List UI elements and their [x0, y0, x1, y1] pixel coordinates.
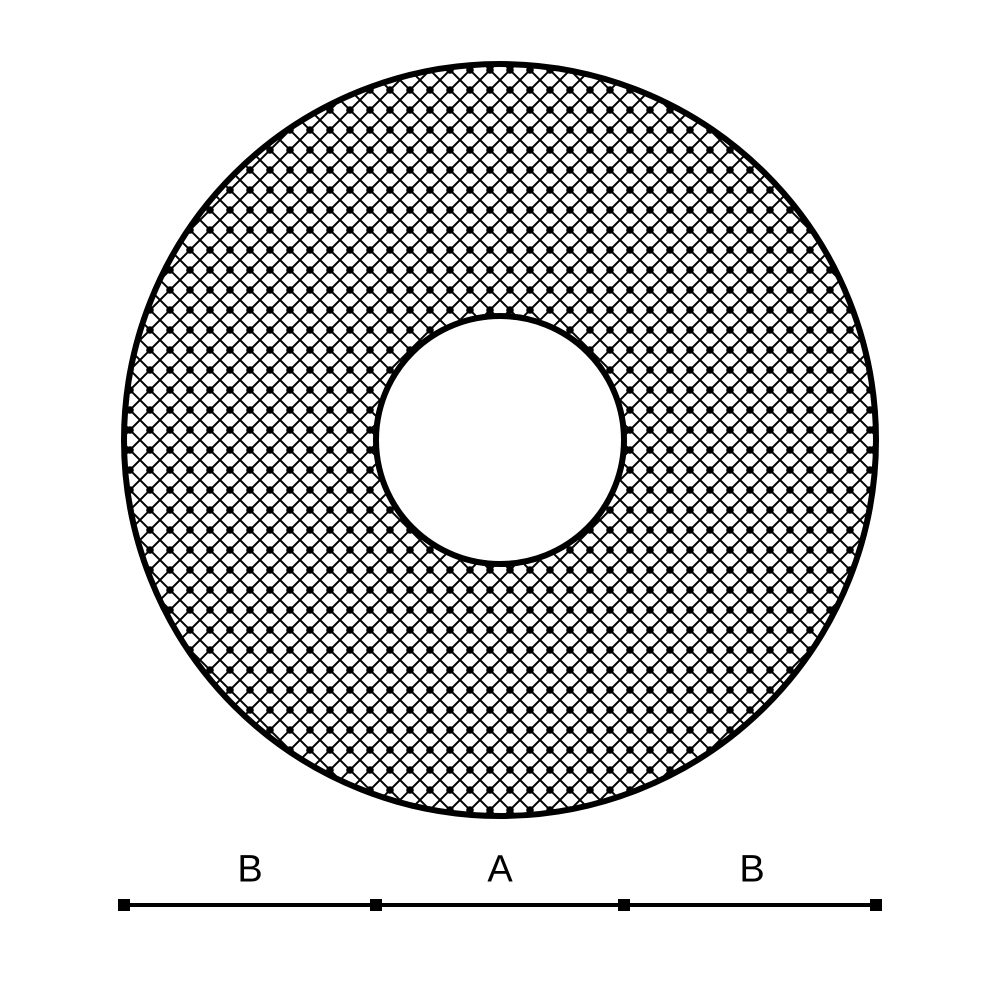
dimension-label-b-left: B: [237, 849, 262, 892]
dimension-line: [118, 899, 882, 911]
diagram-canvas: B A B: [0, 0, 1000, 1000]
annulus-hatch-fill: [124, 64, 876, 816]
dimension-label-b-right: B: [739, 849, 764, 892]
dimension-label-a: A: [487, 849, 512, 892]
